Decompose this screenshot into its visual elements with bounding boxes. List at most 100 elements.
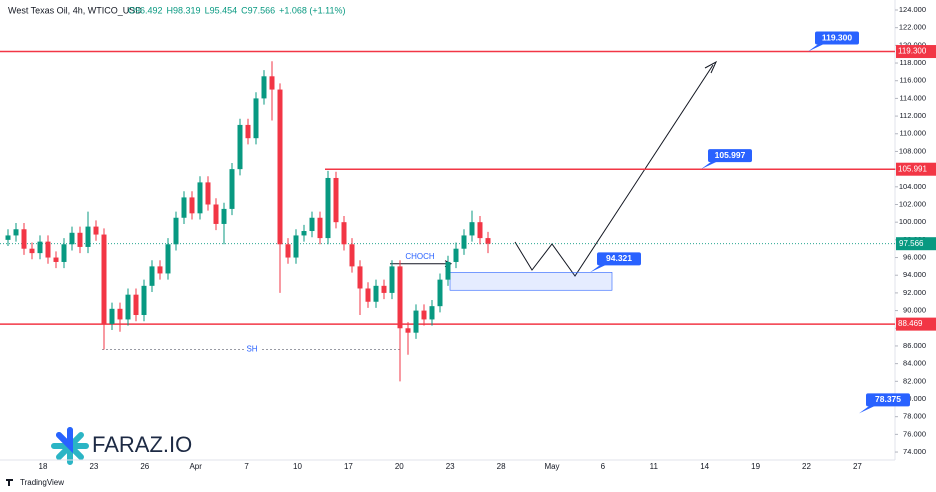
ohlc-value: O96.492 — [128, 5, 163, 15]
candle-body — [421, 310, 427, 320]
y-tick-label: 116.000 — [899, 76, 926, 85]
candle-body — [229, 169, 235, 209]
candle-body — [133, 294, 139, 316]
candle-body — [69, 232, 75, 245]
candle-body — [341, 222, 347, 245]
candle-body — [245, 124, 251, 139]
candle-body — [173, 217, 179, 245]
y-tick-label: 92.000 — [903, 288, 926, 297]
candle-body — [381, 285, 387, 293]
candle-body — [389, 266, 395, 293]
candle-body — [205, 182, 211, 205]
x-tick-label: 23 — [446, 462, 455, 471]
callout-pointer — [701, 161, 718, 170]
sh-label: SH — [246, 345, 257, 354]
candle-body — [429, 306, 435, 320]
y-tick-label: 74.000 — [903, 447, 926, 456]
callout-box — [708, 149, 752, 163]
candle-body — [261, 76, 267, 99]
last-price-tag — [896, 237, 936, 251]
last-price-label: 97.566 — [899, 239, 924, 248]
chart-title: West Texas Oil, 4h, WTICO_USD — [8, 5, 142, 15]
x-tick-label: 26 — [140, 462, 149, 471]
candle-body — [373, 285, 379, 302]
candle-body — [61, 244, 67, 262]
candle-body — [101, 234, 107, 324]
x-tick-label: 7 — [244, 462, 249, 471]
level-label: 88.469 — [898, 319, 923, 328]
x-tick-label: 14 — [700, 462, 709, 471]
y-tick-label: 82.000 — [903, 376, 926, 385]
x-tick-label: 23 — [89, 462, 98, 471]
y-tick-label: 108.000 — [899, 146, 926, 155]
callout-label: 119.300 — [822, 32, 853, 42]
candle-body — [213, 204, 219, 224]
candle-body — [405, 328, 411, 333]
candle-body — [477, 222, 483, 239]
candle-body — [413, 310, 419, 333]
x-tick-label: 10 — [293, 462, 302, 471]
ohlc-value: +1.068 (+1.11%) — [279, 5, 345, 15]
y-tick-label: 94.000 — [903, 270, 926, 279]
candle-body — [469, 222, 475, 236]
candle-body — [253, 98, 259, 139]
x-tick-label: Apr — [189, 462, 202, 471]
candle-body — [125, 294, 131, 320]
candle-body — [437, 279, 443, 307]
candle-body — [109, 308, 115, 324]
y-tick-label: 80.000 — [903, 394, 926, 403]
candle-body — [301, 231, 307, 236]
candle-body — [13, 229, 19, 236]
candle-body — [45, 241, 51, 258]
candle-body — [333, 177, 339, 223]
y-tick-label: 90.000 — [903, 306, 926, 315]
footer-logo — [6, 479, 13, 486]
x-tick-label: 17 — [344, 462, 353, 471]
x-tick-label: 11 — [650, 462, 659, 471]
y-tick-label: 122.000 — [899, 23, 926, 32]
callout-box — [815, 31, 859, 45]
candle-body — [37, 241, 43, 254]
callout-box — [866, 393, 910, 407]
y-tick-label: 114.000 — [899, 93, 926, 102]
callout-pointer — [590, 264, 607, 273]
ohlc-value: C97.566 — [241, 5, 275, 15]
candle-body — [461, 235, 467, 249]
candle-body — [197, 182, 203, 214]
y-tick-label: 120.000 — [899, 40, 926, 49]
y-tick-label: 118.000 — [899, 58, 926, 67]
y-tick-label: 100.000 — [899, 217, 926, 226]
candle-body — [317, 217, 323, 239]
candle-body — [165, 244, 171, 274]
y-tick-label: 84.000 — [903, 359, 926, 368]
candle-body — [189, 197, 195, 214]
candle-body — [21, 229, 27, 249]
candle-body — [269, 76, 275, 90]
ohlc-value: H98.319 — [167, 5, 201, 15]
callout-label: 105.997 — [715, 150, 746, 160]
candle-body — [85, 226, 91, 247]
candle-body — [221, 208, 227, 224]
level-tag — [896, 317, 936, 331]
callout-pointer — [859, 405, 876, 414]
candle-body — [141, 285, 147, 316]
sh-bg — [244, 344, 260, 355]
level-label: 105.991 — [898, 164, 927, 173]
candle-body — [5, 235, 11, 240]
y-tick-label: 86.000 — [903, 341, 926, 350]
choch-label: CHOCH — [405, 252, 435, 261]
x-tick-label: 20 — [395, 462, 404, 471]
callout-pointer — [808, 43, 825, 52]
candle-body — [485, 238, 491, 244]
candle-body — [357, 266, 363, 289]
x-tick-label: 27 — [853, 462, 862, 471]
candle-body — [445, 261, 451, 280]
footer: TradingView — [20, 478, 64, 487]
callout-box — [597, 252, 641, 266]
candle-body — [157, 266, 163, 274]
y-tick-label: 104.000 — [899, 182, 926, 191]
candle-body — [237, 124, 243, 170]
candle-body — [277, 89, 283, 245]
candle-body — [397, 266, 403, 329]
